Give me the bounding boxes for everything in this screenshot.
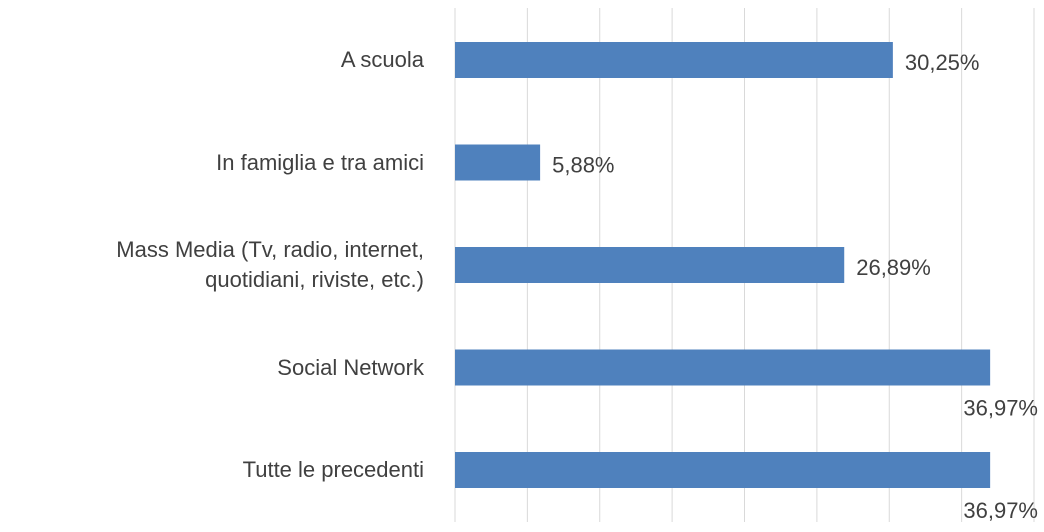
y-tick-label: In famiglia e tra amici <box>216 149 424 175</box>
y-tick-label: Tutte le precedenti <box>242 457 424 482</box>
data-label: 36,97% <box>963 498 1038 523</box>
bar <box>455 42 893 78</box>
data-label: 26,89% <box>856 255 931 280</box>
data-label: 36,97% <box>963 395 1038 420</box>
bar <box>455 349 991 386</box>
y-tick-label: A scuola <box>340 47 424 72</box>
data-label: 30,25% <box>905 50 980 75</box>
bar <box>455 452 991 488</box>
data-label: 5,88% <box>552 152 614 177</box>
bar <box>455 247 845 283</box>
bar <box>455 144 541 181</box>
y-tick-label: Mass Media (Tv, radio, internet, quotidi… <box>116 237 424 292</box>
y-tick-label: Social Network <box>277 354 424 380</box>
